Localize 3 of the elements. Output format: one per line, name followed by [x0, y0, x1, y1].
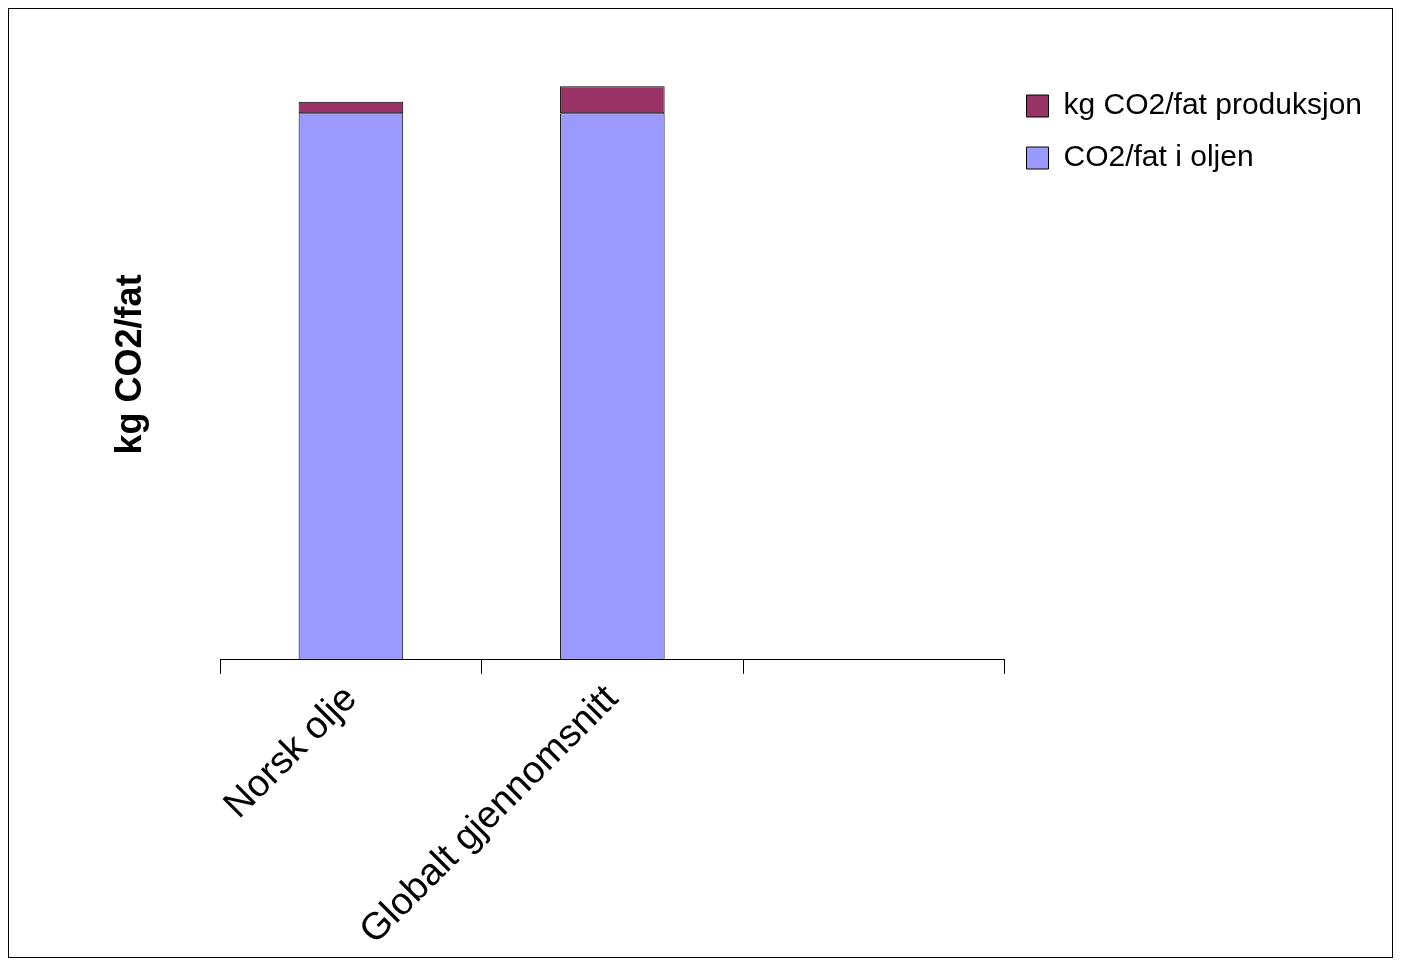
legend-label: CO2/fat i oljen — [1063, 139, 1254, 173]
legend-label: kg CO2/fat produksjon — [1063, 87, 1363, 121]
y-axis-title: kg CO2/fat — [107, 274, 149, 455]
